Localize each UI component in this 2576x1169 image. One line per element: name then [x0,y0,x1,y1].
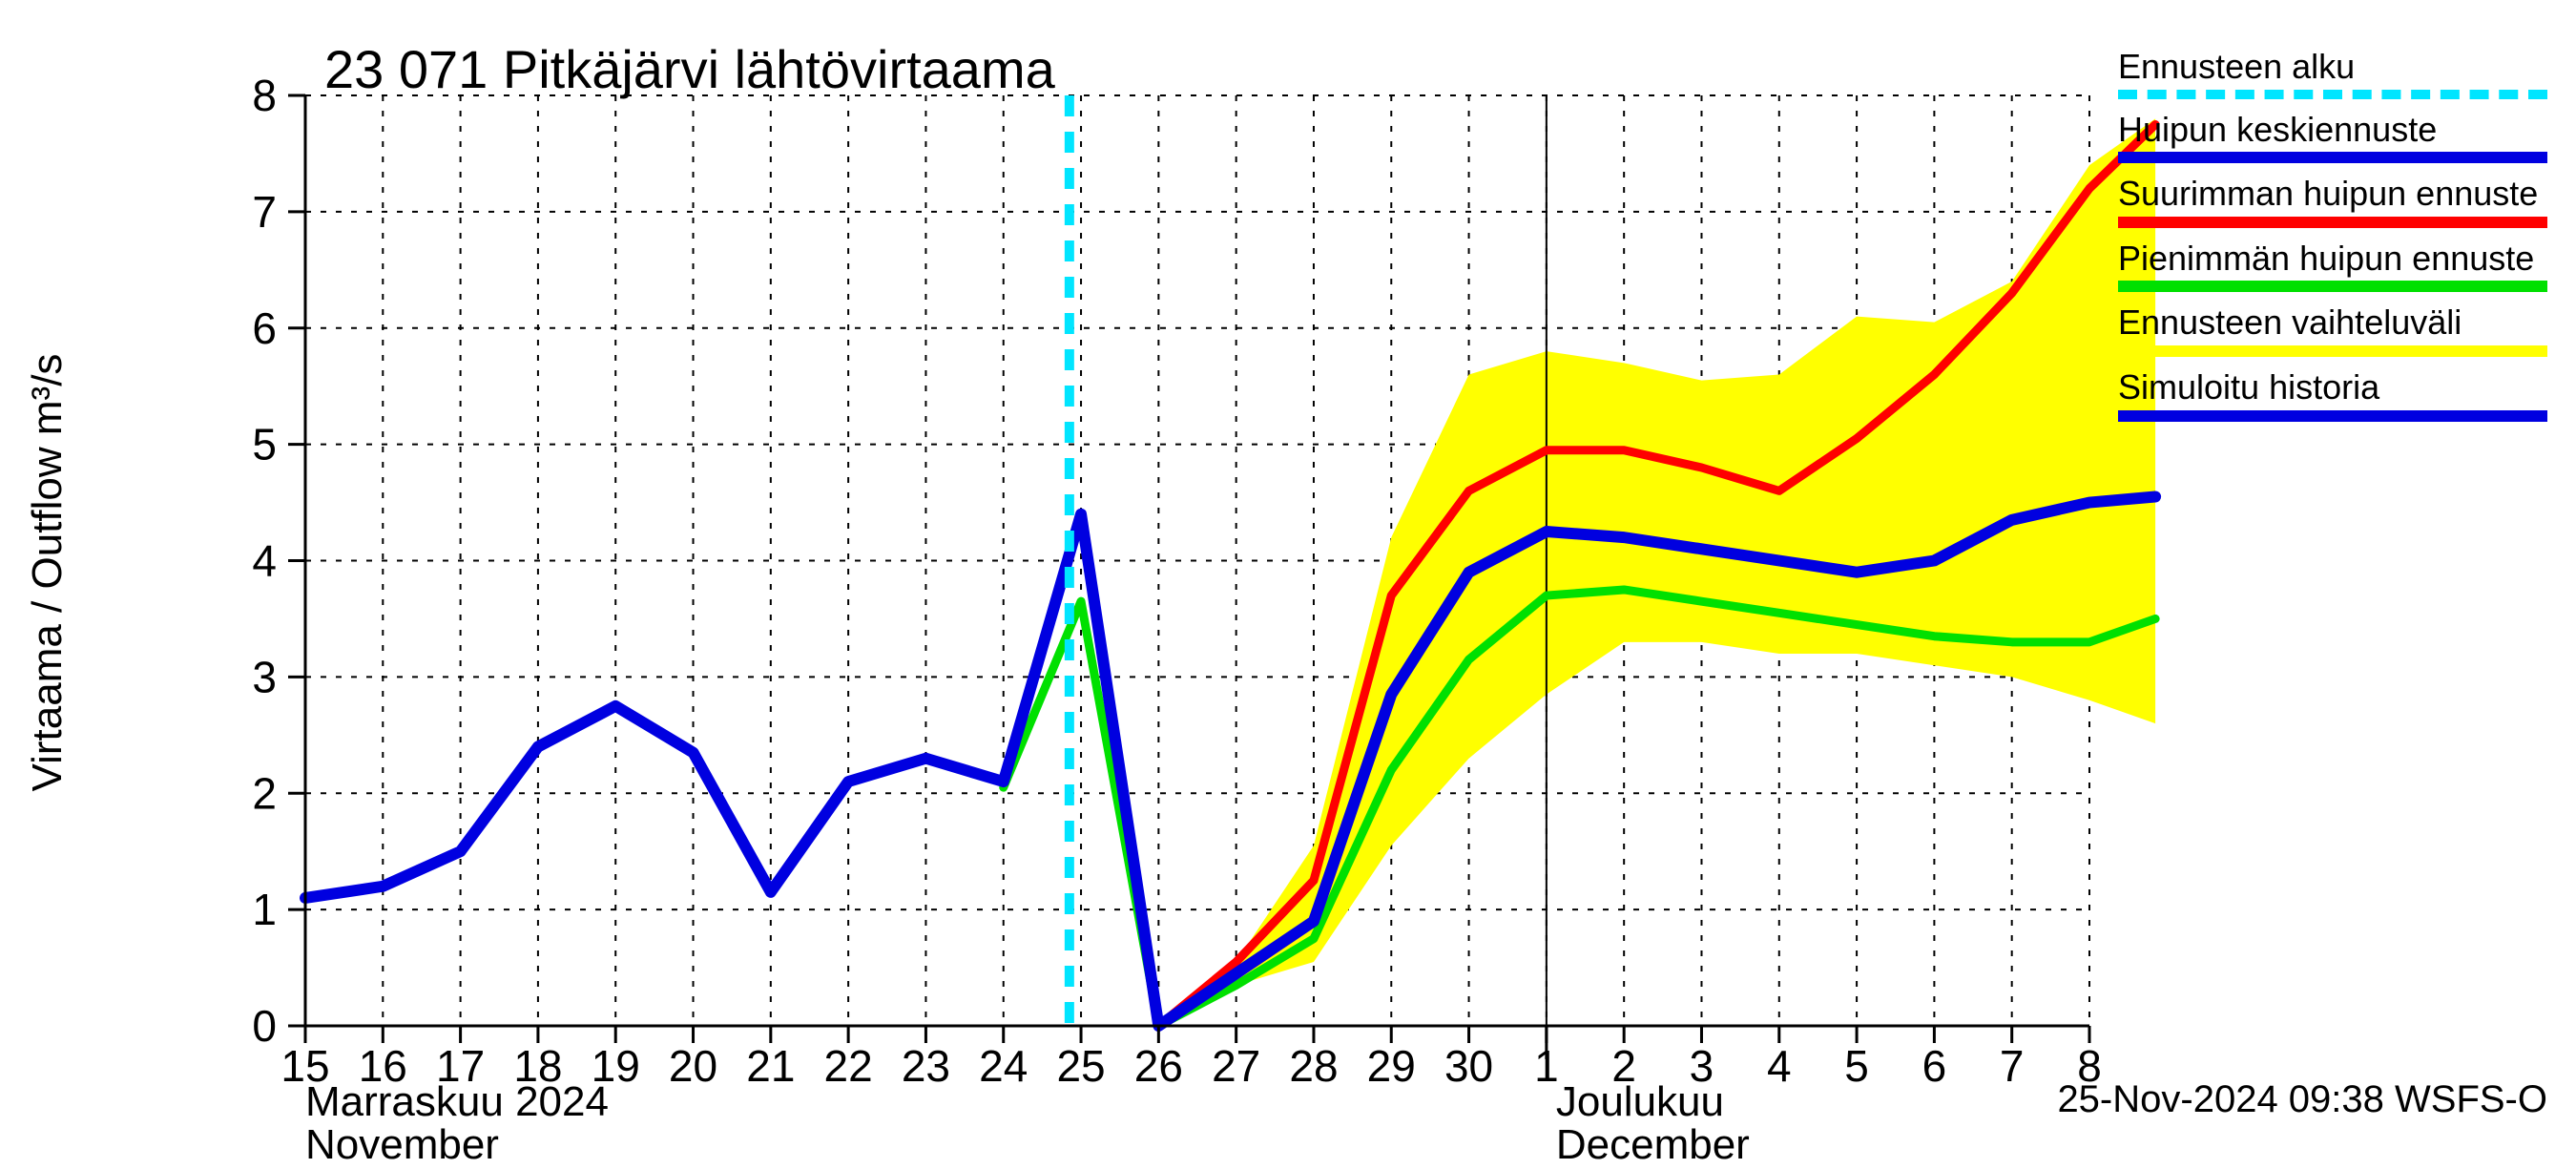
month-label-dec-fi: Joulukuu [1556,1078,1724,1126]
svg-text:28: 28 [1289,1041,1338,1091]
legend-label: Suurimman huipun ennuste [2118,175,2547,213]
svg-text:1: 1 [1534,1041,1559,1091]
chart-title: 23 071 Pitkäjärvi lähtövirtaama [324,38,1055,100]
legend-item: Ennusteen vaihteluväli [2118,303,2547,357]
svg-text:23: 23 [902,1041,950,1091]
svg-text:27: 27 [1212,1041,1260,1091]
legend-label: Ennusteen alku [2118,48,2547,86]
chart-footer: 25-Nov-2024 09:38 WSFS-O [2057,1078,2547,1121]
svg-text:5: 5 [252,420,277,470]
svg-text:6: 6 [1922,1041,1947,1091]
legend-item: Pienimmän huipun ennuste [2118,240,2547,293]
svg-text:1: 1 [252,885,277,934]
svg-text:22: 22 [824,1041,873,1091]
month-label-nov-fi: Marraskuu 2024 [305,1078,609,1126]
svg-text:7: 7 [2000,1041,2025,1091]
legend-label: Huipun keskiennuste [2118,111,2547,149]
svg-text:25: 25 [1056,1041,1105,1091]
month-label-nov-en: November [305,1121,499,1169]
svg-text:20: 20 [669,1041,717,1091]
svg-text:21: 21 [746,1041,795,1091]
svg-text:2: 2 [252,768,277,818]
svg-text:26: 26 [1134,1041,1183,1091]
legend-label: Pienimmän huipun ennuste [2118,240,2547,278]
month-label-dec-en: December [1556,1121,1750,1169]
legend-swatch [2118,281,2547,292]
legend-item: Suurimman huipun ennuste [2118,175,2547,228]
legend-item: Huipun keskiennuste [2118,111,2547,164]
svg-text:8: 8 [252,71,277,120]
y-axis-label: Virtaama / Outflow m³/s [24,354,72,792]
legend-swatch [2118,410,2547,422]
svg-text:0: 0 [252,1001,277,1051]
svg-text:7: 7 [252,187,277,237]
svg-text:6: 6 [252,303,277,353]
chart-stage: 23 071 Pitkäjärvi lähtövirtaama Virtaama… [0,0,2576,1145]
svg-text:4: 4 [252,536,277,586]
legend-label: Ennusteen vaihteluväli [2118,303,2547,342]
svg-text:30: 30 [1444,1041,1493,1091]
legend-item: Simuloitu historia [2118,368,2547,422]
legend-swatch [2118,345,2547,357]
legend-item: Ennusteen alku [2118,48,2547,99]
legend-swatch [2118,217,2547,228]
legend: Ennusteen alku Huipun keskiennuste Suurimm… [2118,48,2547,433]
legend-swatch [2118,152,2547,163]
svg-text:29: 29 [1367,1041,1416,1091]
svg-text:3: 3 [252,652,277,701]
legend-swatch [2118,90,2547,99]
svg-text:24: 24 [979,1041,1028,1091]
legend-label: Simuloitu historia [2118,368,2547,407]
svg-text:5: 5 [1844,1041,1869,1091]
svg-text:4: 4 [1767,1041,1792,1091]
